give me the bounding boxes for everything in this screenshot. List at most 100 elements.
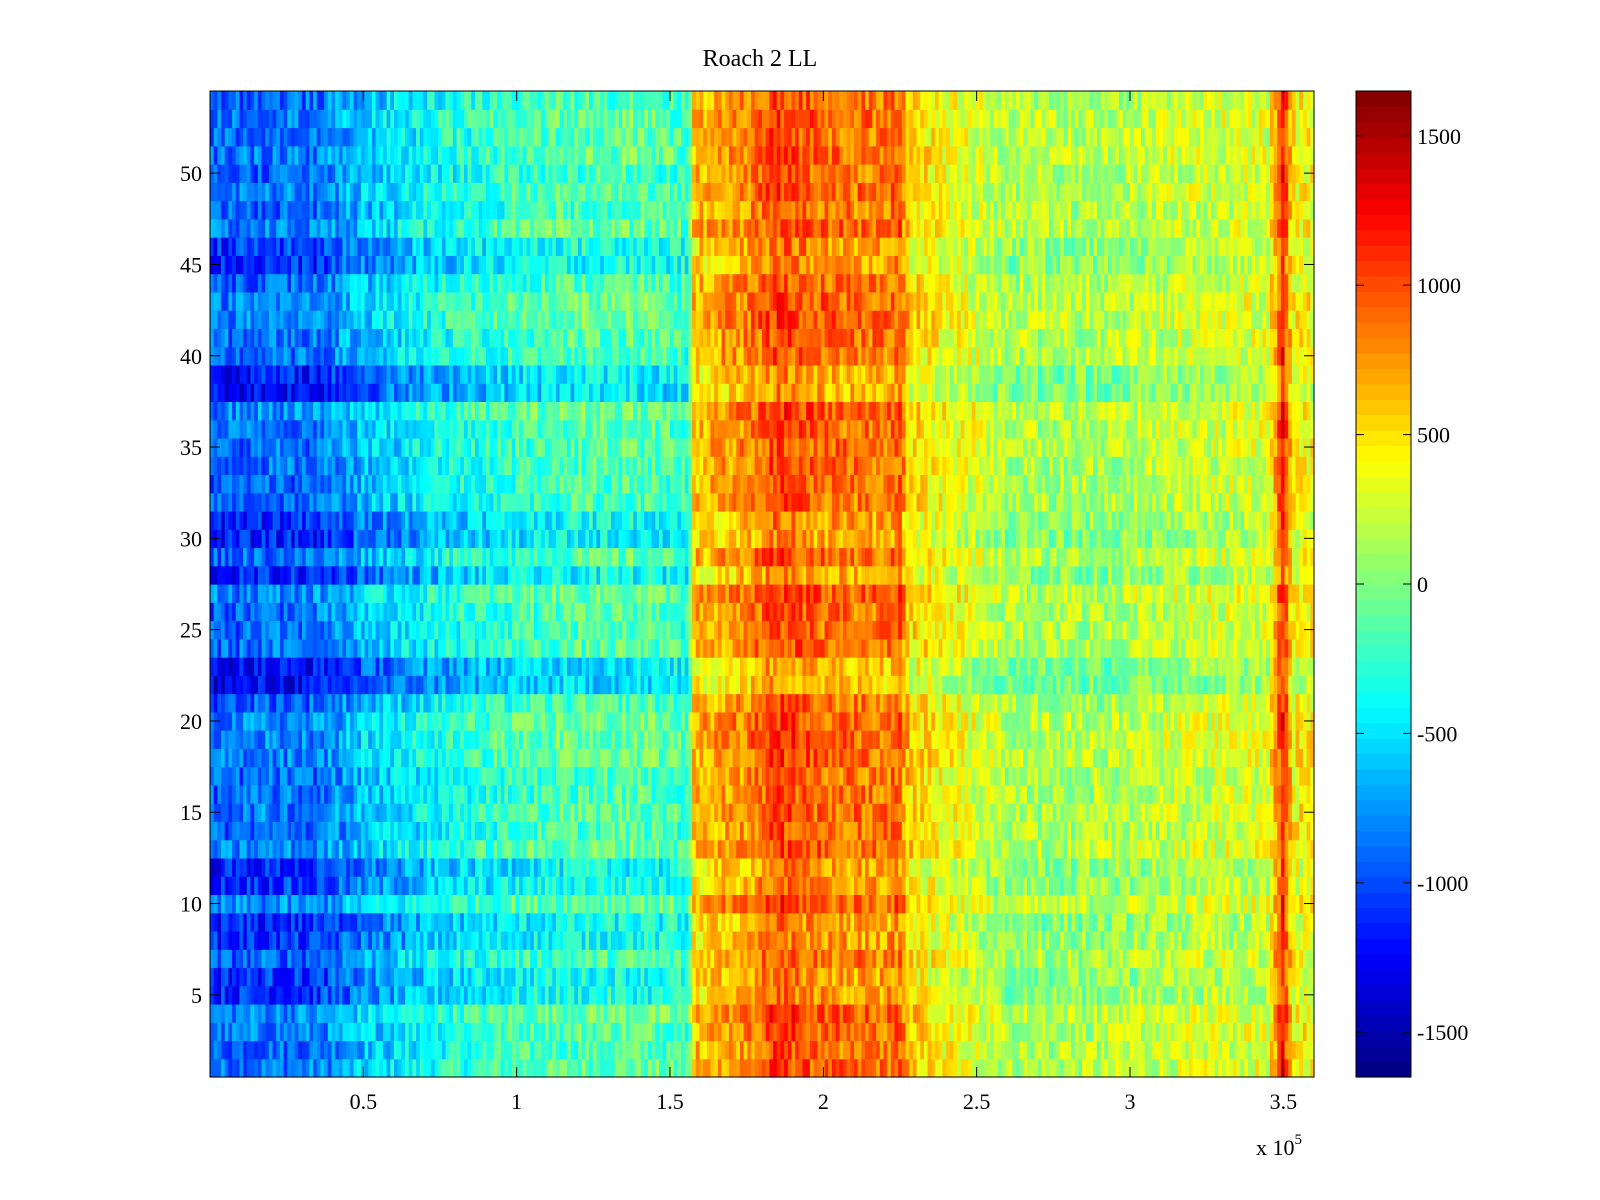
heatmap-cell: [533, 784, 539, 804]
heatmap-cell: [1137, 912, 1142, 932]
heatmap-cell: [905, 1058, 910, 1078]
heatmap-cell: [430, 912, 436, 932]
heatmap-cell: [243, 930, 248, 950]
heatmap-cell: [975, 894, 980, 914]
heatmap-cell: [434, 1058, 439, 1078]
heatmap-cell: [474, 857, 480, 877]
heatmap-cell: [519, 803, 524, 822]
heatmap-cell: [1107, 949, 1113, 969]
heatmap-cell: [548, 967, 553, 987]
heatmap-cell: [993, 967, 999, 987]
heatmap-cell: [1299, 821, 1304, 841]
heatmap-cell: [401, 1058, 406, 1078]
heatmap-cell: [979, 930, 984, 950]
heatmap-cell: [997, 821, 1002, 841]
heatmap-cell: [600, 821, 605, 841]
heatmap-cell: [979, 1003, 984, 1023]
heatmap-cell: [732, 894, 737, 914]
heatmap-cell: [835, 894, 840, 914]
heatmap-cell: [699, 857, 704, 877]
heatmap-cell: [1233, 1022, 1238, 1042]
heatmap-cell: [1019, 894, 1024, 914]
heatmap-cell: [504, 912, 509, 932]
heatmap-cell: [228, 930, 233, 950]
heatmap-cell: [460, 766, 465, 786]
heatmap-cell: [246, 1003, 252, 1023]
heatmap-cell: [589, 1003, 594, 1023]
heatmap-cell: [585, 1022, 590, 1042]
heatmap-cell: [1222, 784, 1227, 804]
heatmap-cell: [405, 930, 410, 950]
heatmap-cell: [1247, 1040, 1253, 1060]
heatmap-cell: [909, 839, 914, 859]
heatmap-cell: [1133, 967, 1138, 987]
heatmap-cell: [736, 985, 741, 1005]
heatmap-cell: [570, 949, 575, 969]
heatmap-cell: [1056, 949, 1061, 969]
heatmap-cell: [850, 784, 855, 804]
heatmap-cell: [1089, 949, 1094, 969]
heatmap-cell: [1170, 930, 1175, 950]
heatmap-cell: [835, 766, 840, 786]
heatmap-cell: [1240, 1022, 1245, 1042]
heatmap-cell: [265, 839, 270, 859]
heatmap-cell: [1196, 803, 1201, 822]
heatmap-cell: [909, 803, 914, 822]
heatmap-cell: [614, 857, 620, 877]
heatmap-cell: [1262, 930, 1267, 950]
heatmap-cell: [901, 857, 907, 877]
heatmap-cell: [1163, 803, 1168, 822]
heatmap-cell: [1181, 839, 1186, 859]
heatmap-cell: [486, 1040, 491, 1060]
heatmap-cell: [254, 821, 259, 841]
heatmap-cell: [1166, 876, 1172, 896]
heatmap-cell: [1078, 985, 1083, 1005]
heatmap-cell: [1063, 1003, 1069, 1023]
heatmap-cell: [1218, 839, 1223, 859]
heatmap-cell: [776, 1058, 781, 1078]
heatmap-cell: [478, 857, 483, 877]
heatmap-cell: [633, 1040, 638, 1060]
heatmap-cell: [434, 949, 439, 969]
heatmap-cell: [213, 766, 218, 786]
heatmap-cell: [1049, 930, 1054, 950]
heatmap-cell: [460, 1040, 465, 1060]
heatmap-cell: [839, 894, 844, 914]
heatmap-cell: [957, 839, 962, 859]
heatmap-cell: [265, 985, 270, 1005]
heatmap-cell: [1177, 949, 1183, 969]
heatmap-cell: [1273, 1003, 1278, 1023]
heatmap-cell: [644, 1058, 649, 1078]
heatmap-cell: [1001, 876, 1006, 896]
heatmap-cell: [570, 985, 575, 1005]
heatmap-cell: [916, 894, 921, 914]
heatmap-cell: [408, 1022, 413, 1042]
heatmap-cell: [1133, 839, 1138, 859]
heatmap-cell: [916, 967, 921, 987]
heatmap-cell: [1159, 949, 1164, 969]
heatmap-cell: [375, 821, 380, 841]
heatmap-cell: [831, 857, 837, 877]
heatmap-cell: [1233, 930, 1238, 950]
heatmap-cell: [265, 1040, 270, 1060]
heatmap-cell: [287, 784, 292, 804]
heatmap-cell: [824, 967, 829, 987]
heatmap-cell: [261, 857, 266, 877]
heatmap-cell: [397, 876, 402, 896]
heatmap-cell: [1130, 1022, 1135, 1042]
heatmap-cell: [489, 803, 494, 822]
heatmap-cell: [555, 930, 561, 950]
heatmap-cell: [1126, 1058, 1131, 1078]
heatmap-cell: [276, 1058, 281, 1078]
heatmap-cell: [887, 876, 892, 896]
heatmap-cell: [500, 1022, 505, 1042]
heatmap-cell: [1214, 821, 1219, 841]
heatmap-cell: [743, 1003, 748, 1023]
heatmap-cell: [934, 912, 940, 932]
heatmap-cell: [397, 857, 402, 877]
heatmap-cell: [784, 766, 789, 786]
heatmap-cell: [1163, 930, 1168, 950]
heatmap-cell: [1214, 839, 1219, 859]
heatmap-cell: [600, 839, 605, 859]
heatmap-cell: [1056, 839, 1061, 859]
